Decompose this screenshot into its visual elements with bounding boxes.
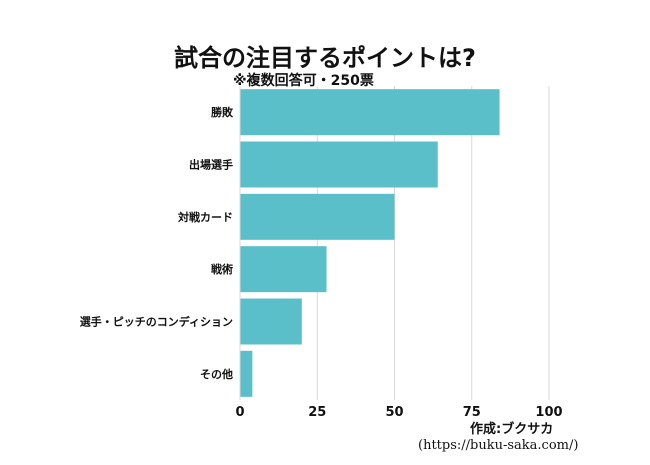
chart-subtitle: ※複数回答可・250票: [233, 73, 374, 89]
bar-1: [240, 141, 438, 188]
credit-author: 作成:ブクサカ: [470, 422, 554, 437]
x-tick-label-3: 75: [463, 405, 481, 420]
bar-2: [240, 193, 395, 240]
x-tick-label-2: 50: [385, 405, 403, 420]
category-label-3: 戦術: [211, 262, 233, 276]
x-tick-label-1: 25: [308, 405, 326, 420]
bar-0: [240, 89, 500, 136]
category-label-4: 選手・ピッチのコンディション: [80, 315, 233, 329]
category-label-5: その他: [200, 367, 233, 381]
bar-5: [240, 350, 253, 397]
x-tick-label-0: 0: [235, 405, 244, 420]
bar-4: [240, 298, 302, 345]
credit-url: (https://buku-saka.com/): [418, 438, 579, 453]
x-tick-label-4: 100: [535, 405, 562, 420]
chart-title: 試合の注目するポイントは?: [174, 44, 476, 72]
bar-3: [240, 246, 327, 293]
category-label-0: 勝敗: [211, 105, 234, 119]
category-label-2: 対戦カード: [177, 210, 233, 224]
category-label-1: 出場選手: [189, 158, 233, 172]
